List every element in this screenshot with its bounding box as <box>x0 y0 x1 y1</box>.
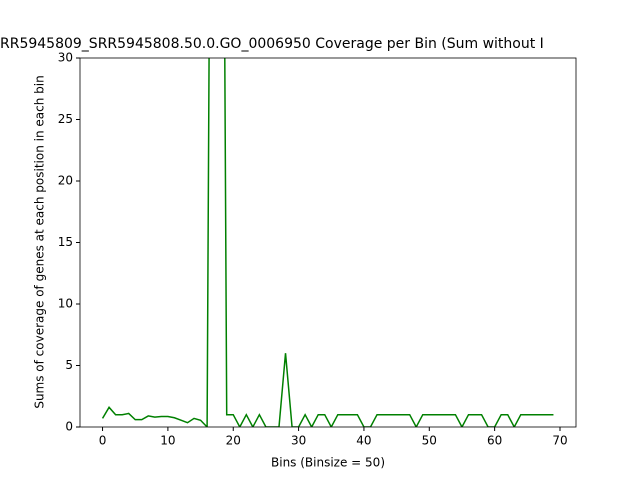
chart-title: RR5945809_SRR5945808.50.0.GO_0006950 Cov… <box>0 36 544 52</box>
plot-frame <box>79 57 577 428</box>
y-tick-label: 20 <box>58 174 73 188</box>
y-tick-label: 25 <box>58 112 73 126</box>
x-tick-label: 40 <box>356 434 371 448</box>
y-tick-label: 5 <box>65 358 73 372</box>
x-tick-label: 30 <box>291 434 306 448</box>
x-axis-label: Bins (Binsize = 50) <box>271 456 385 470</box>
y-tick-label: 15 <box>58 235 73 249</box>
data-line <box>101 58 554 427</box>
x-tick-label: 0 <box>99 434 107 448</box>
x-tick-label: 10 <box>160 434 175 448</box>
x-tick-label: 50 <box>422 434 437 448</box>
y-tick-label: 30 <box>58 51 73 65</box>
x-tick-label: 60 <box>487 434 502 448</box>
x-tick-label: 20 <box>226 434 241 448</box>
y-tick-label: 10 <box>58 297 73 311</box>
y-tick-label: 0 <box>65 420 73 434</box>
x-tick-label: 70 <box>552 434 567 448</box>
y-axis-label: Sums of coverage of genes at each positi… <box>33 75 47 408</box>
